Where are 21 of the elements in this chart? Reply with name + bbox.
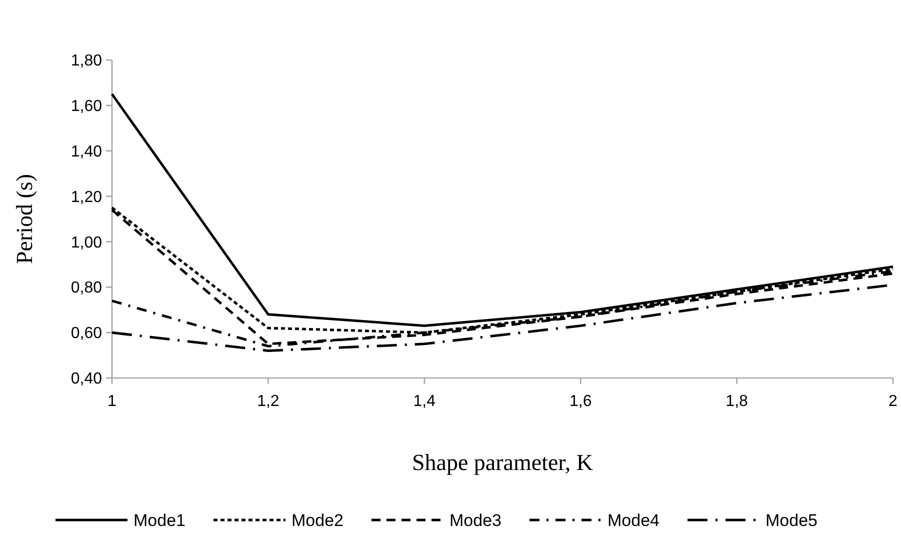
x-tick-label: 2 <box>888 393 898 410</box>
legend-label: Mode4 <box>608 511 660 530</box>
x-tick-label: 1,8 <box>726 393 748 410</box>
y-tick-label: 1,80 <box>70 52 102 70</box>
y-tick-label: 0,40 <box>70 370 102 388</box>
x-tick-label: 1 <box>108 393 117 410</box>
legend-label: Mode2 <box>292 511 344 530</box>
y-tick-label: 0,80 <box>70 280 102 297</box>
legend-label: Mode5 <box>766 511 818 530</box>
y-tick-label: 0,60 <box>70 325 102 342</box>
x-axis-title: Shape parameter, K <box>412 450 594 475</box>
legend-label: Mode1 <box>134 511 186 530</box>
y-tick-label: 1,20 <box>70 188 102 206</box>
x-tick-label: 1,6 <box>569 393 592 410</box>
y-axis-title: Period (s) <box>12 174 37 264</box>
legend-label: Mode3 <box>450 511 502 530</box>
x-tick-label: 1,2 <box>257 393 280 410</box>
y-tick-label: 1,40 <box>70 143 102 160</box>
y-tick-label: 1,60 <box>70 98 102 116</box>
x-tick-label: 1,4 <box>413 393 436 410</box>
y-tick-label: 1,00 <box>70 234 102 252</box>
